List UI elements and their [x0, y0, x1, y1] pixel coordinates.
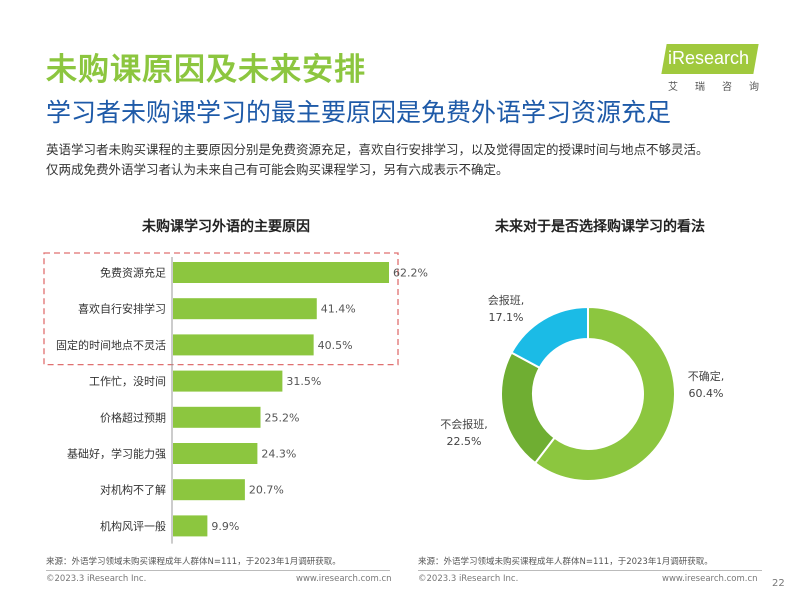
bar [173, 515, 208, 537]
donut-slice-value: 22.5% [447, 435, 482, 448]
bar-value-label: 9.9% [211, 520, 239, 533]
bar [173, 298, 317, 320]
highlight-box [43, 252, 399, 366]
footer-url-right[interactable]: www.iresearch.com.cn [662, 574, 758, 584]
donut-slice-value: 60.4% [689, 387, 724, 400]
page-number: 22 [772, 578, 785, 589]
donut-chart-title: 未来对于是否选择购课学习的看法 [495, 219, 705, 235]
footer-copyright-left: ©2023.3 iResearch Inc. [46, 574, 147, 584]
bar-category-label: 免费资源充足 [100, 266, 166, 280]
source-note-right: 来源：外语学习领域未购买课程成年人群体N=111，于2023年1月调研获取。 [418, 557, 713, 567]
donut-slice-label: 会报班, [488, 293, 525, 307]
summary-text: 英语学习者未购买课程的主要原因分别是免费资源充足，喜欢自行安排学习，以及觉得固定… [46, 140, 766, 180]
donut-chart: 不确定, 60.4% 不会报班, 22.5% 会报班, 17.1% [440, 293, 725, 482]
bar-value-label: 31.5% [286, 375, 321, 388]
donut-slice [500, 351, 556, 465]
logo-brand: iResearch [668, 48, 750, 68]
footer-url-left[interactable]: www.iresearch.com.cn [296, 574, 392, 584]
bar-chart: 免费资源充足 62.2% 喜欢自行安排学习 41.4% 固定的时间地点不灵活 40.5% 工… [43, 252, 428, 544]
bar-category-label: 基础好，学习能力强 [67, 447, 166, 461]
donut-slice-value: 17.1% [489, 311, 524, 324]
bar-value-label: 24.3% [261, 448, 296, 461]
page-subtitle: 学习者未购课学习的最主要原因是免费外语学习资源充足 [46, 98, 672, 127]
bar [173, 443, 258, 464]
bar-value-label: 40.5% [318, 339, 353, 352]
donut-slice-label: 不会报班, [440, 417, 488, 431]
bar-category-label: 价格超过预期 [100, 410, 166, 424]
bar [173, 406, 261, 428]
bar [173, 262, 389, 283]
bar-chart-title: 未购课学习外语的主要原因 [142, 219, 310, 235]
bar-category-label: 固定的时间地点不灵活 [56, 338, 166, 352]
bar-category-label: 对机构不了解 [100, 483, 166, 497]
logo-brand-cn: 艾瑞咨询 [668, 82, 776, 93]
page-title: 未购课原因及未来安排 [46, 52, 366, 88]
bar-value-label: 62.2% [393, 267, 428, 280]
donut-slice-label: 不确定, [688, 369, 725, 383]
bar-category-label: 机构风评一般 [100, 519, 166, 533]
footer-copyright-right: ©2023.3 iResearch Inc. [418, 574, 519, 584]
bar-category-label: 工作忙，没时间 [89, 374, 166, 388]
footer-divider-left [46, 570, 390, 571]
bar-value-label: 20.7% [249, 484, 284, 497]
donut-slice [510, 305, 589, 370]
bar [173, 479, 245, 501]
donut-slice [533, 305, 676, 482]
bar-value-label: 41.4% [321, 303, 356, 316]
bar [173, 334, 314, 356]
bar [173, 370, 283, 392]
bar-value-label: 25.2% [265, 411, 300, 424]
summary-line-2: 仅两成免费外语学习者认为未来自己有可能会购买课程学习，另有六成表示不确定。 [46, 162, 509, 177]
summary-line-1: 英语学习者未购买课程的主要原因分别是免费资源充足，喜欢自行安排学习，以及觉得固定… [46, 142, 709, 157]
footer-divider-right [418, 570, 762, 571]
source-note-left: 来源：外语学习领域未购买课程成年人群体N=111，于2023年1月调研获取。 [46, 557, 341, 567]
iresearch-logo: iResearch 艾瑞咨询 [660, 40, 760, 104]
bar-category-label: 喜欢自行安排学习 [78, 302, 166, 316]
